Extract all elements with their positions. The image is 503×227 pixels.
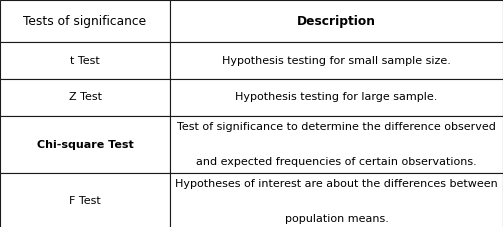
Bar bbox=[170, 42, 503, 79]
Bar bbox=[0, 173, 170, 227]
Text: F Test: F Test bbox=[69, 197, 101, 207]
Bar bbox=[0, 42, 170, 79]
Bar bbox=[0, 79, 170, 116]
Bar bbox=[170, 79, 503, 116]
Text: Hypothesis testing for large sample.: Hypothesis testing for large sample. bbox=[235, 92, 438, 103]
Text: Chi-square Test: Chi-square Test bbox=[37, 140, 133, 150]
Text: and expected frequencies of certain observations.: and expected frequencies of certain obse… bbox=[196, 157, 477, 167]
Text: Test of significance to determine the difference observed: Test of significance to determine the di… bbox=[177, 122, 496, 132]
Text: Tests of significance: Tests of significance bbox=[24, 15, 146, 27]
Text: t Test: t Test bbox=[70, 55, 100, 66]
Text: Hypotheses of interest are about the differences between: Hypotheses of interest are about the dif… bbox=[175, 179, 498, 189]
Bar bbox=[170, 116, 503, 173]
Bar bbox=[170, 0, 503, 42]
Text: Z Test: Z Test bbox=[68, 92, 102, 103]
Bar bbox=[0, 116, 170, 173]
Bar bbox=[0, 0, 170, 42]
Text: population means.: population means. bbox=[285, 214, 388, 224]
Text: Hypothesis testing for small sample size.: Hypothesis testing for small sample size… bbox=[222, 55, 451, 66]
Text: Description: Description bbox=[297, 15, 376, 27]
Bar bbox=[170, 173, 503, 227]
